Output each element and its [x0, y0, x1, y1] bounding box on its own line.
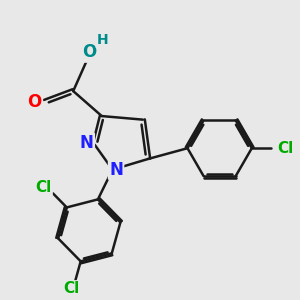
Text: Cl: Cl: [277, 141, 293, 156]
Text: O: O: [28, 94, 42, 112]
Text: Cl: Cl: [35, 179, 52, 194]
Text: H: H: [97, 33, 108, 47]
Text: N: N: [109, 160, 123, 178]
Text: N: N: [80, 134, 94, 152]
Text: O: O: [82, 44, 96, 62]
Text: Cl: Cl: [63, 281, 80, 296]
